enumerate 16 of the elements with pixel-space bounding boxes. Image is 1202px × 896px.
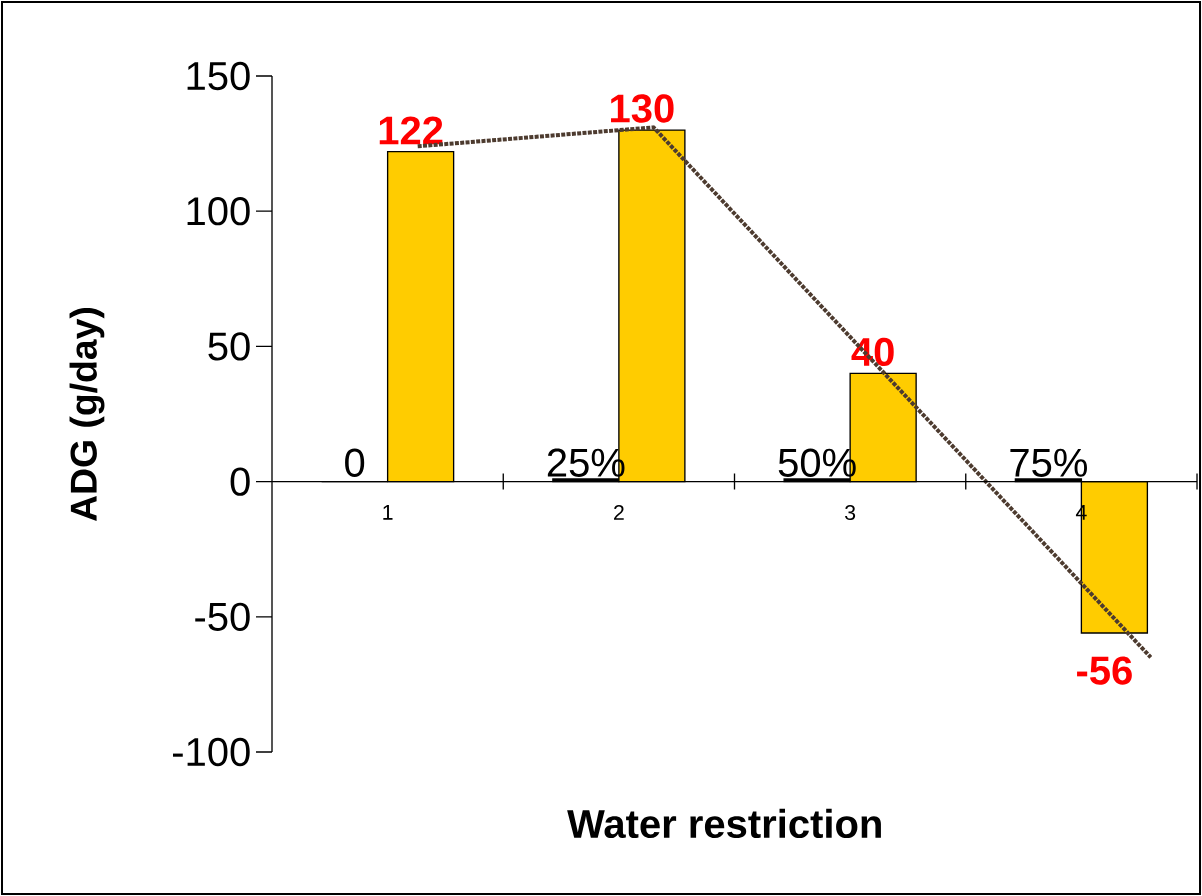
y-tick-label: 50: [208, 332, 250, 361]
y-tick-label: 150: [187, 61, 250, 91]
x-tick-label: 2: [614, 504, 624, 520]
data-label: -56: [1077, 656, 1132, 685]
data-label: 130: [611, 94, 674, 123]
y-tick-label: 0: [230, 467, 250, 496]
y-axis-title: ADG (g/day): [69, 308, 105, 521]
annotation: 0: [345, 448, 365, 477]
data-label: 122: [379, 116, 443, 145]
x-tick-label: 3: [845, 504, 856, 521]
x-axis-title: Water restriction: [567, 808, 881, 839]
y-tick-label: 100: [187, 197, 250, 226]
x-tick-label: 1: [383, 504, 393, 520]
y-tick-label: -50: [195, 602, 250, 631]
annotation: 75%: [1010, 448, 1087, 477]
y-tick-label: -100: [173, 737, 250, 767]
